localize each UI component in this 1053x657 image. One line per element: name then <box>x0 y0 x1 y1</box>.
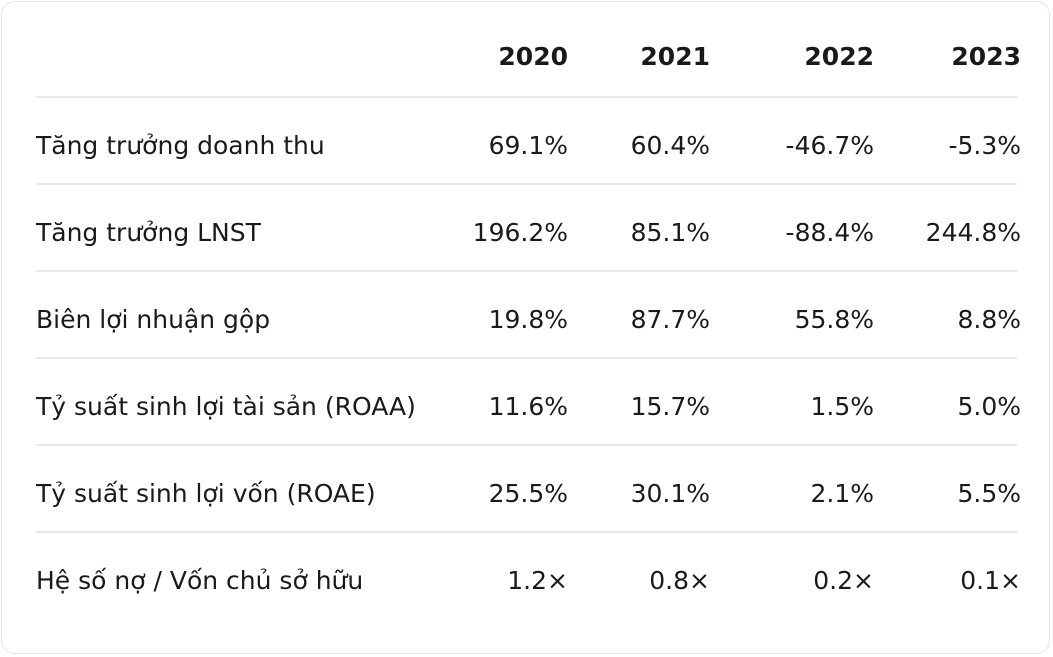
row-separator <box>36 357 1017 359</box>
cell-value: 25.5% <box>488 479 568 508</box>
cell-value: -5.3% <box>948 131 1021 160</box>
column-header: 2023 <box>951 42 1021 71</box>
cell-value: 196.2% <box>472 218 568 247</box>
cell-value: 85.1% <box>630 218 710 247</box>
cell-value: 19.8% <box>488 305 568 334</box>
row-label: Tăng trưởng doanh thu <box>36 131 325 160</box>
cell-value: 5.0% <box>957 392 1021 421</box>
cell-value: 1.2× <box>507 566 568 595</box>
cell-value: 0.2× <box>813 566 874 595</box>
row-label: Tỷ suất sinh lợi vốn (ROAE) <box>36 479 376 508</box>
row-separator <box>36 531 1017 533</box>
column-header: 2022 <box>804 42 874 71</box>
column-header: 2020 <box>498 42 568 71</box>
row-separator <box>36 444 1017 446</box>
row-label: Tỷ suất sinh lợi tài sản (ROAA) <box>36 392 416 421</box>
cell-value: 0.1× <box>960 566 1021 595</box>
row-separator <box>36 270 1017 272</box>
cell-value: 69.1% <box>488 131 568 160</box>
cell-value: 2.1% <box>810 479 874 508</box>
cell-value: -88.4% <box>785 218 874 247</box>
row-separator <box>36 96 1017 98</box>
cell-value: 15.7% <box>630 392 710 421</box>
cell-value: 30.1% <box>630 479 710 508</box>
cell-value: 87.7% <box>630 305 710 334</box>
cell-value: 5.5% <box>957 479 1021 508</box>
row-separator <box>36 183 1017 185</box>
column-header: 2021 <box>640 42 710 71</box>
row-label: Biên lợi nhuận gộp <box>36 305 271 334</box>
cell-value: 55.8% <box>794 305 874 334</box>
cell-value: 8.8% <box>957 305 1021 334</box>
cell-value: 244.8% <box>925 218 1021 247</box>
cell-value: 60.4% <box>630 131 710 160</box>
cell-value: 11.6% <box>488 392 568 421</box>
cell-value: -46.7% <box>785 131 874 160</box>
cell-value: 1.5% <box>810 392 874 421</box>
cell-value: 0.8× <box>649 566 710 595</box>
row-label: Hệ số nợ / Vốn chủ sở hữu <box>36 566 364 595</box>
row-label: Tăng trưởng LNST <box>36 218 261 247</box>
